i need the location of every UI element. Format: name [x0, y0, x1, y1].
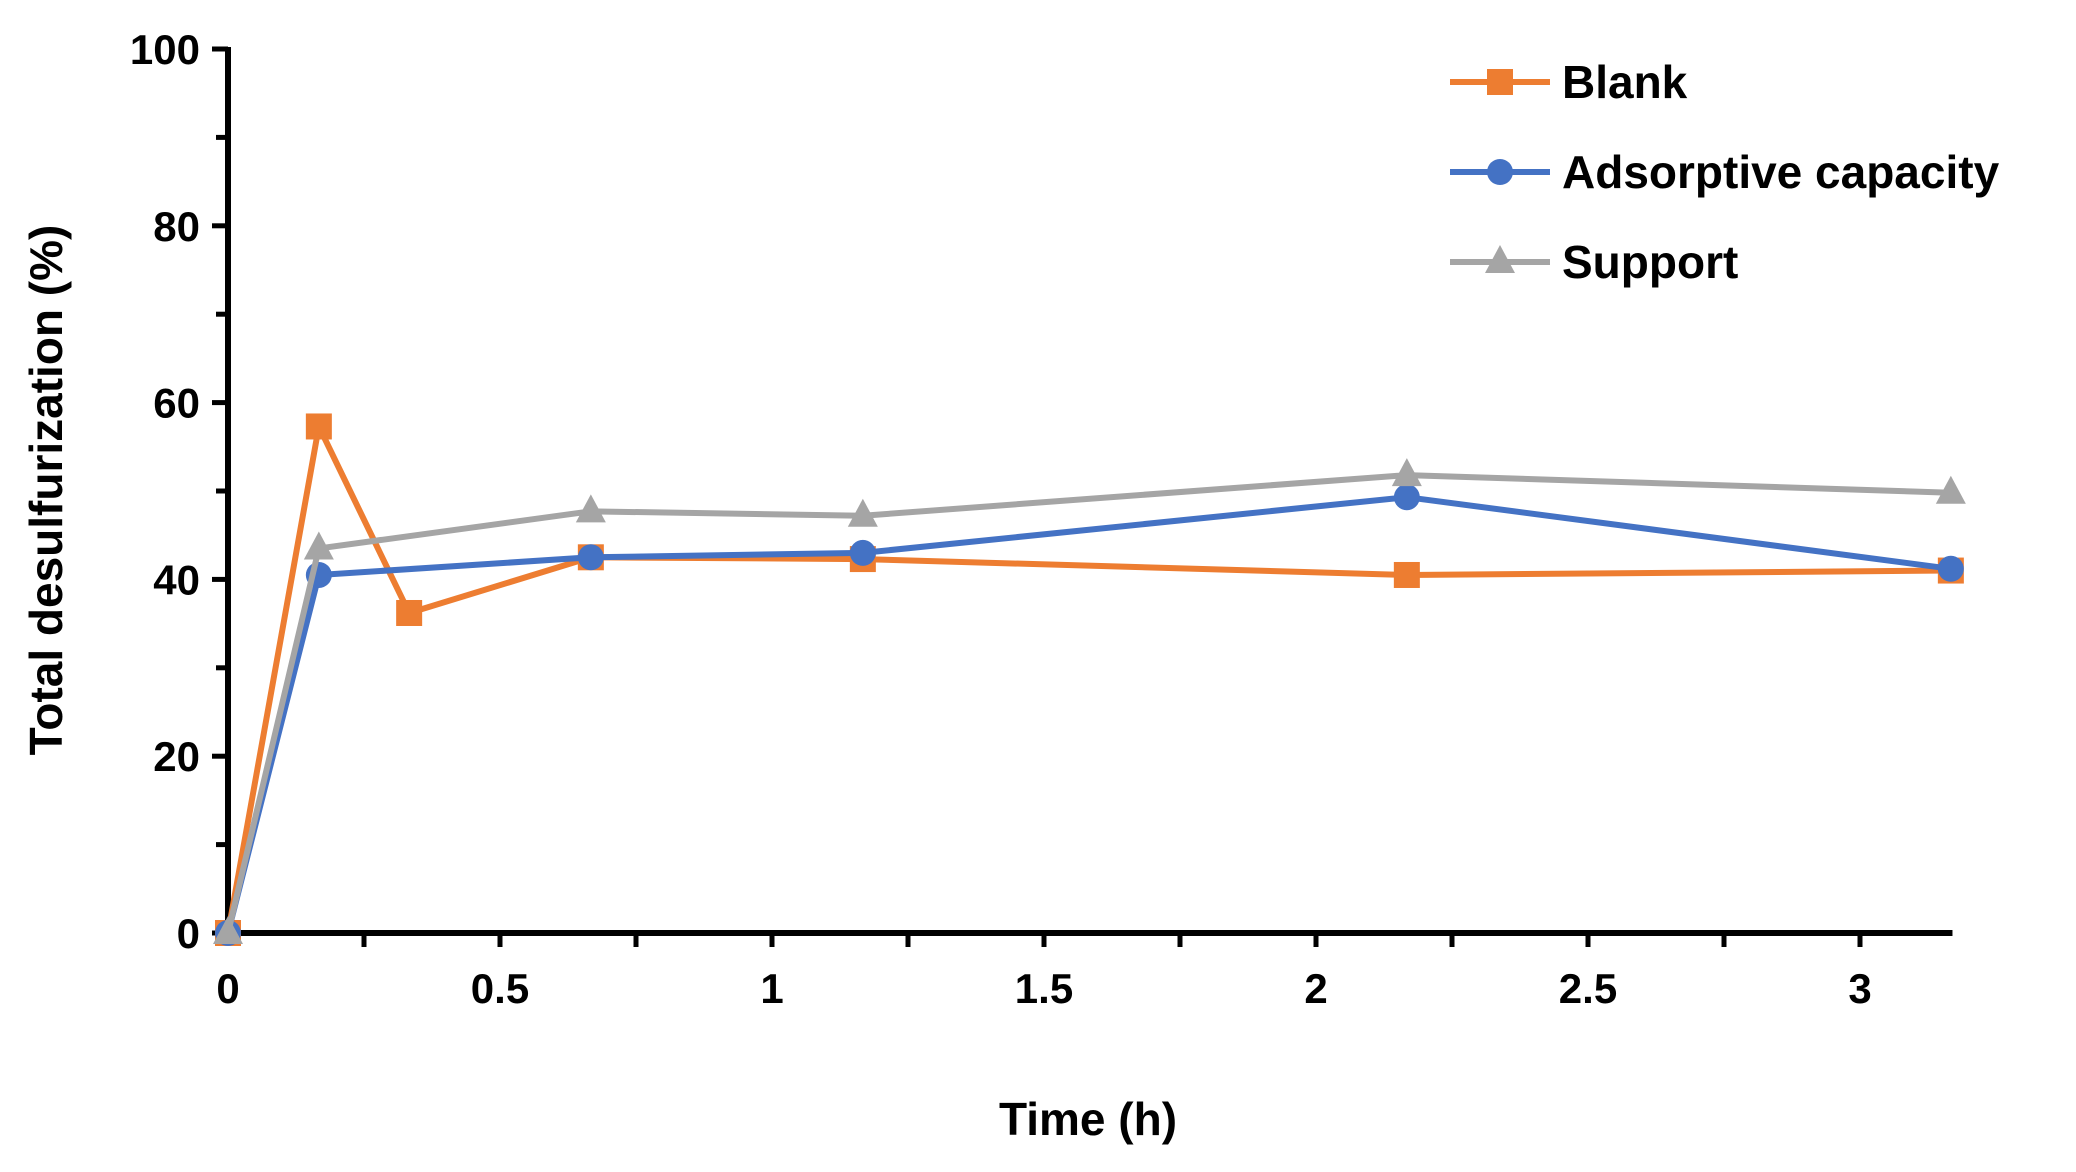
- series-blank: [215, 413, 1964, 946]
- circle-marker: [1487, 159, 1513, 185]
- series-line: [225, 494, 1952, 934]
- y-tick-label: 20: [153, 733, 200, 780]
- circle-marker: [1393, 484, 1420, 511]
- circle-marker: [577, 544, 604, 571]
- triangle-marker: [1935, 475, 1966, 504]
- y-tick-label: 80: [153, 203, 200, 250]
- legend-item: Support: [1450, 236, 1738, 288]
- triangle-marker: [1391, 458, 1422, 487]
- x-tick-label: 3: [1848, 965, 1871, 1012]
- x-tick-label: 1: [760, 965, 783, 1012]
- series-line: [225, 472, 1951, 934]
- x-axis-title: Time (h): [999, 1093, 1177, 1145]
- x-tick-label: 0: [216, 965, 239, 1012]
- legend-item: Blank: [1450, 56, 1688, 108]
- square-marker: [1487, 69, 1513, 95]
- triangle-marker: [847, 498, 878, 527]
- x-tick-label: 0.5: [471, 965, 529, 1012]
- y-tick-label: 0: [177, 910, 200, 957]
- y-tick-label: 60: [153, 380, 200, 427]
- axes: 0 20 40 60 80 100 0 0.5 1 1.5 2 2.5 3: [130, 26, 1953, 1012]
- legend-label: Blank: [1562, 56, 1688, 108]
- legend-label: Adsorptive capacity: [1562, 146, 2000, 198]
- series-adsorptive-capacity: [215, 484, 1964, 946]
- circle-marker: [849, 539, 876, 566]
- x-tick-label: 2: [1304, 965, 1327, 1012]
- x-tick-label: 2.5: [1559, 965, 1617, 1012]
- legend-label: Support: [1562, 236, 1738, 288]
- legend-item: Adsorptive capacity: [1450, 146, 2000, 198]
- triangle-marker: [575, 494, 606, 523]
- square-marker: [396, 599, 423, 626]
- triangle-marker: [213, 916, 243, 944]
- series-support: [213, 458, 1966, 944]
- triangle-marker: [303, 531, 334, 560]
- circle-marker: [1937, 555, 1964, 582]
- y-axis-title: Total desulfurization (%): [20, 225, 72, 756]
- series-group: [213, 413, 1966, 946]
- y-tick-label: 40: [153, 556, 200, 603]
- y-tick-label: 100: [130, 26, 200, 73]
- legend: Blank Adsorptive capacity Support: [1450, 56, 2000, 288]
- series-line: [225, 423, 1951, 934]
- triangle-marker: [1485, 245, 1515, 273]
- x-tick-label: 1.5: [1015, 965, 1073, 1012]
- square-marker: [305, 413, 332, 440]
- square-marker: [1393, 561, 1420, 588]
